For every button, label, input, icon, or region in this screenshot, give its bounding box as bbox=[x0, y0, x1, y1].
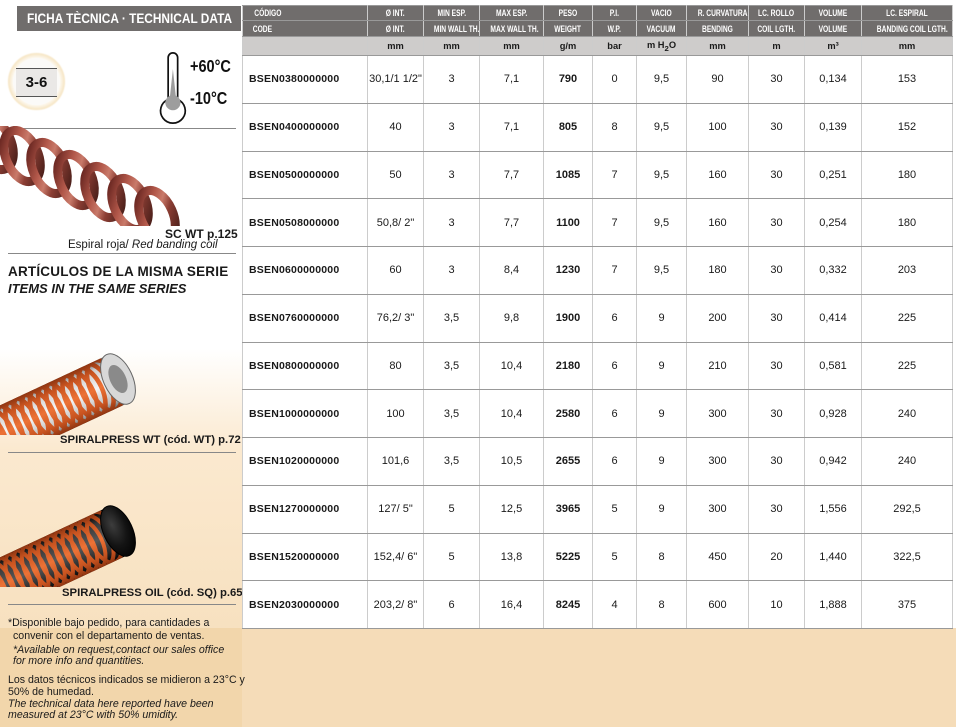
svg-text:+60°C: +60°C bbox=[190, 58, 231, 76]
svg-text:-10°C: -10°C bbox=[190, 90, 228, 108]
